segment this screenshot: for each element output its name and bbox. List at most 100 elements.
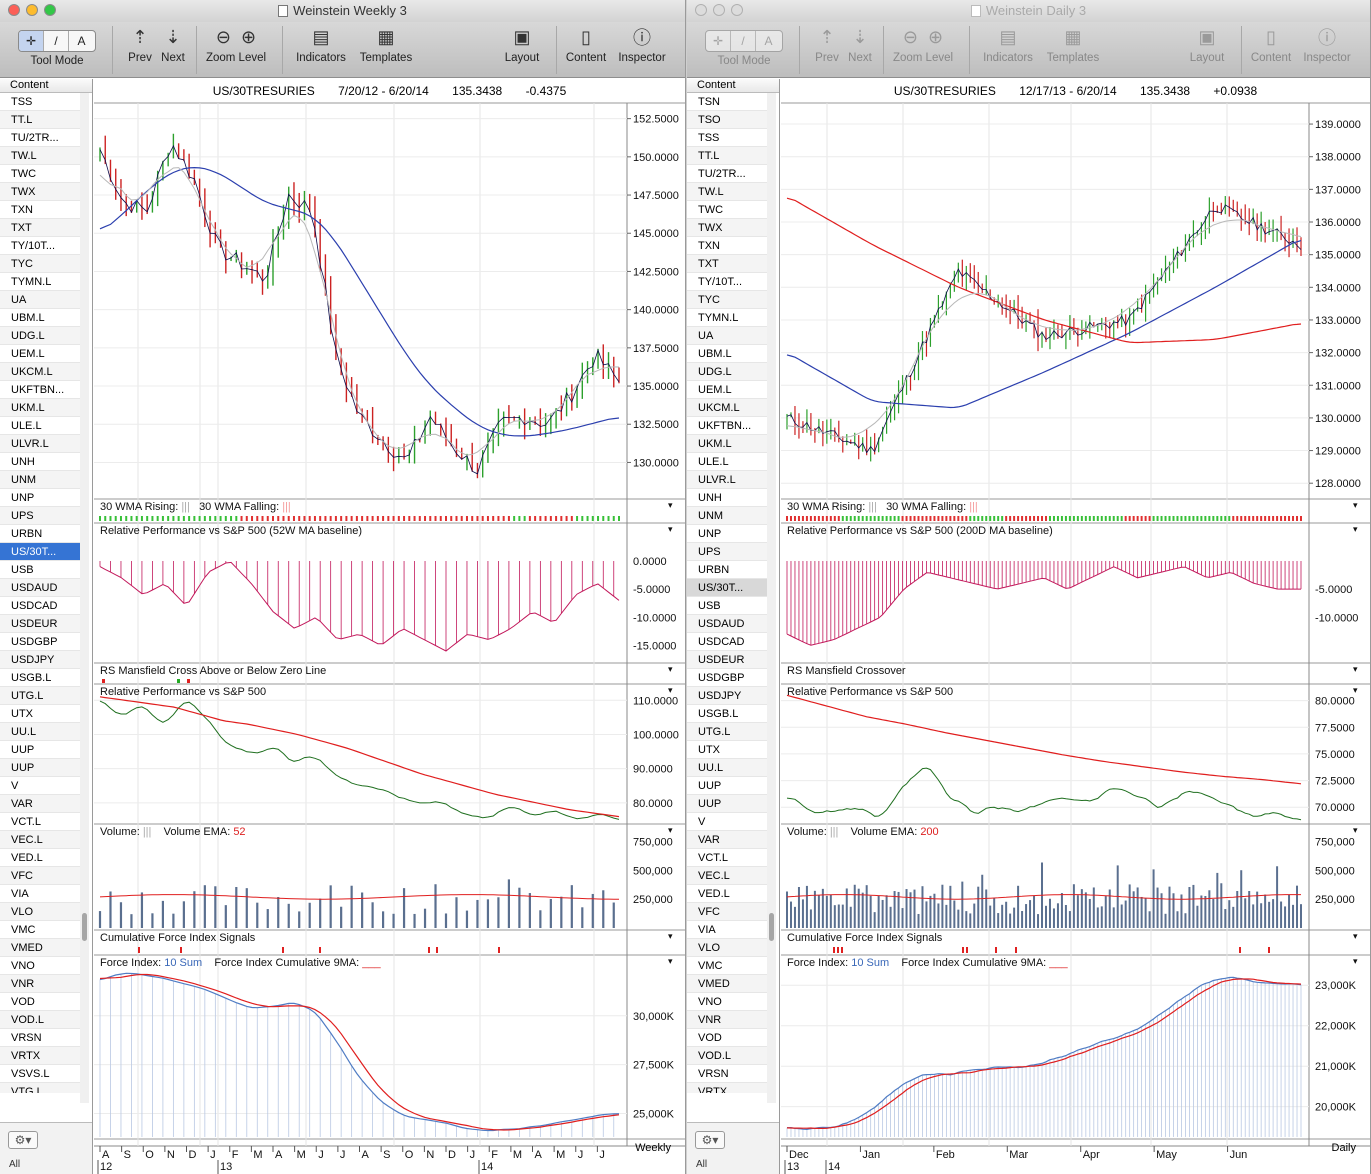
sidebar-item[interactable]: UEM.L	[0, 345, 80, 363]
sidebar-item[interactable]: VEC.L	[687, 867, 767, 885]
text-tool-icon[interactable]: A	[77, 34, 86, 48]
sidebar-item[interactable]: UBM.L	[0, 309, 80, 327]
sidebar-item[interactable]: URBN	[687, 561, 767, 579]
minimize-window-button[interactable]	[26, 4, 38, 16]
panel-menu-icon[interactable]: ▾	[1353, 685, 1358, 695]
sidebar-item[interactable]: USDJPY	[687, 687, 767, 705]
sidebar-item[interactable]: VFC	[0, 867, 80, 885]
sidebar-item[interactable]: V	[0, 777, 80, 795]
weekly-chart-window[interactable]: Weinstein Weekly 3 ✛ / A Tool Mode ⇡ Prev…	[0, 0, 686, 1174]
sidebar-item[interactable]: VRTX	[687, 1083, 767, 1093]
sidebar-item[interactable]: UDG.L	[0, 327, 80, 345]
sidebar-item[interactable]: TYC	[0, 255, 80, 273]
symbol-list[interactable]: TSN TSO TSS TT.L TU/2TR... TW.L TWC TWX TXN TXT TY…	[687, 93, 767, 1093]
panel-menu-icon[interactable]: ▾	[668, 825, 673, 835]
sidebar-item[interactable]: UKCM.L	[0, 363, 80, 381]
sidebar-item[interactable]: VOD.L	[0, 1011, 80, 1029]
sidebar-item[interactable]: TXT	[0, 219, 80, 237]
sidebar-item[interactable]: UPS	[0, 507, 80, 525]
sidebar-item[interactable]: TYC	[687, 291, 767, 309]
sidebar-item[interactable]: UDG.L	[687, 363, 767, 381]
sidebar-item[interactable]: ULVR.L	[687, 471, 767, 489]
chart-area[interactable]: US/30TRESURIES 12/17/13 - 6/20/14 135.34…	[781, 79, 1370, 1174]
sidebar-item[interactable]: TWC	[0, 165, 80, 183]
sidebar-item[interactable]: VTG.L	[0, 1083, 80, 1093]
sidebar-item[interactable]: TXN	[0, 201, 80, 219]
daily-chart-window[interactable]: Weinstein Daily 3 ✛ / A Tool Mode ⇡ Prev …	[687, 0, 1371, 1174]
text-tool-icon[interactable]: A	[764, 34, 773, 48]
zoom-level-control[interactable]: ⊖ ⊕ Zoom Level	[204, 22, 268, 65]
sidebar-item[interactable]: TSS	[687, 129, 767, 147]
line-tool-icon[interactable]: /	[731, 31, 756, 51]
chart-area[interactable]: US/30TRESURIES 7/20/12 - 6/20/14 135.343…	[94, 79, 685, 1174]
sidebar-item[interactable]: URBN	[0, 525, 80, 543]
sidebar-item[interactable]: TW.L	[0, 147, 80, 165]
sidebar-item[interactable]: VLO	[687, 939, 767, 957]
crosshair-tool-icon[interactable]: ✛	[706, 31, 731, 51]
sidebar-item[interactable]: VAR	[0, 795, 80, 813]
sidebar-item[interactable]: VED.L	[0, 849, 80, 867]
sidebar-item[interactable]: USB	[0, 561, 80, 579]
sidebar-item[interactable]: ULVR.L	[0, 435, 80, 453]
panel-menu-icon[interactable]: ▾	[1353, 825, 1358, 835]
sidebar-item[interactable]: VIA	[0, 885, 80, 903]
sidebar-item[interactable]: USDCAD	[0, 597, 80, 615]
sidebar-item[interactable]: VMED	[687, 975, 767, 993]
sidebar-scrollbar[interactable]	[767, 93, 776, 1103]
sidebar-item[interactable]: VED.L	[687, 885, 767, 903]
tool-mode-control[interactable]: ✛ / A Tool Mode	[701, 22, 787, 67]
panel-menu-icon[interactable]: ▾	[1353, 524, 1358, 534]
sidebar-header[interactable]: Content	[0, 79, 92, 93]
sidebar-item[interactable]: TSO	[687, 111, 767, 129]
sidebar-item[interactable]: USDGBP	[687, 669, 767, 687]
inspector-button[interactable]: ⓘ Inspector	[614, 22, 670, 64]
panel-menu-icon[interactable]: ▾	[1353, 664, 1358, 674]
scrollbar-knob[interactable]	[82, 913, 87, 941]
panel-menu-icon[interactable]: ▾	[668, 931, 673, 941]
sidebar-item[interactable]: UEM.L	[687, 381, 767, 399]
panel-menu-icon[interactable]: ▾	[1353, 956, 1358, 966]
sidebar-item[interactable]: TWX	[0, 183, 80, 201]
sidebar-item[interactable]: US/30T...	[0, 543, 80, 561]
next-button[interactable]: ⇣ Next	[845, 22, 875, 65]
sidebar-item[interactable]: USDEUR	[687, 651, 767, 669]
scrollbar-knob[interactable]	[769, 913, 774, 941]
sidebar-item[interactable]: VRSN	[0, 1029, 80, 1047]
sidebar-item[interactable]: TY/10T...	[0, 237, 80, 255]
tool-mode-segmented[interactable]: ✛ / A	[705, 30, 783, 52]
sidebar-item[interactable]: UNP	[687, 525, 767, 543]
sidebar-item[interactable]: TWC	[687, 201, 767, 219]
panel-menu-icon[interactable]: ▾	[1353, 500, 1358, 510]
line-tool-icon[interactable]: /	[44, 31, 69, 51]
sidebar-item[interactable]: UUP	[687, 777, 767, 795]
sidebar-item[interactable]: UTX	[687, 741, 767, 759]
layout-button[interactable]: ▣ Layout	[1183, 22, 1231, 65]
sidebar-item[interactable]: TT.L	[0, 111, 80, 129]
sidebar-item[interactable]: VOD.L	[687, 1047, 767, 1065]
indicators-button[interactable]: ▤ Indicators	[290, 22, 352, 65]
tool-mode-segmented[interactable]: ✛ / A	[18, 30, 96, 52]
sidebar-item[interactable]: UNM	[0, 471, 80, 489]
sidebar-item[interactable]: USDCAD	[687, 633, 767, 651]
close-window-button[interactable]	[695, 4, 707, 16]
sidebar-item[interactable]: VRSN	[687, 1065, 767, 1083]
sidebar-item[interactable]: UUP	[687, 795, 767, 813]
zoom-level-control[interactable]: ⊖ ⊕ Zoom Level	[891, 22, 955, 65]
content-button[interactable]: ▯ Content	[1247, 22, 1295, 65]
zoom-in-icon[interactable]: ⊕	[241, 26, 257, 47]
indicators-button[interactable]: ▤ Indicators	[977, 22, 1039, 65]
panel-menu-icon[interactable]: ▾	[668, 956, 673, 966]
sidebar-item[interactable]: VEC.L	[0, 831, 80, 849]
sidebar-item[interactable]: UNH	[687, 489, 767, 507]
zoom-in-icon[interactable]: ⊕	[928, 26, 944, 47]
period-label[interactable]: Weekly	[635, 1142, 671, 1154]
zoom-window-button[interactable]	[44, 4, 56, 16]
sidebar-item[interactable]: VNR	[687, 1011, 767, 1029]
gear-icon[interactable]: ⚙▾	[8, 1131, 38, 1149]
sidebar-item[interactable]: UUP	[0, 741, 80, 759]
sidebar-item[interactable]: UTX	[0, 705, 80, 723]
sidebar-item[interactable]: VAR	[687, 831, 767, 849]
sidebar-item[interactable]: UNM	[687, 507, 767, 525]
sidebar-item[interactable]: USDEUR	[0, 615, 80, 633]
sidebar-item[interactable]: TU/2TR...	[0, 129, 80, 147]
